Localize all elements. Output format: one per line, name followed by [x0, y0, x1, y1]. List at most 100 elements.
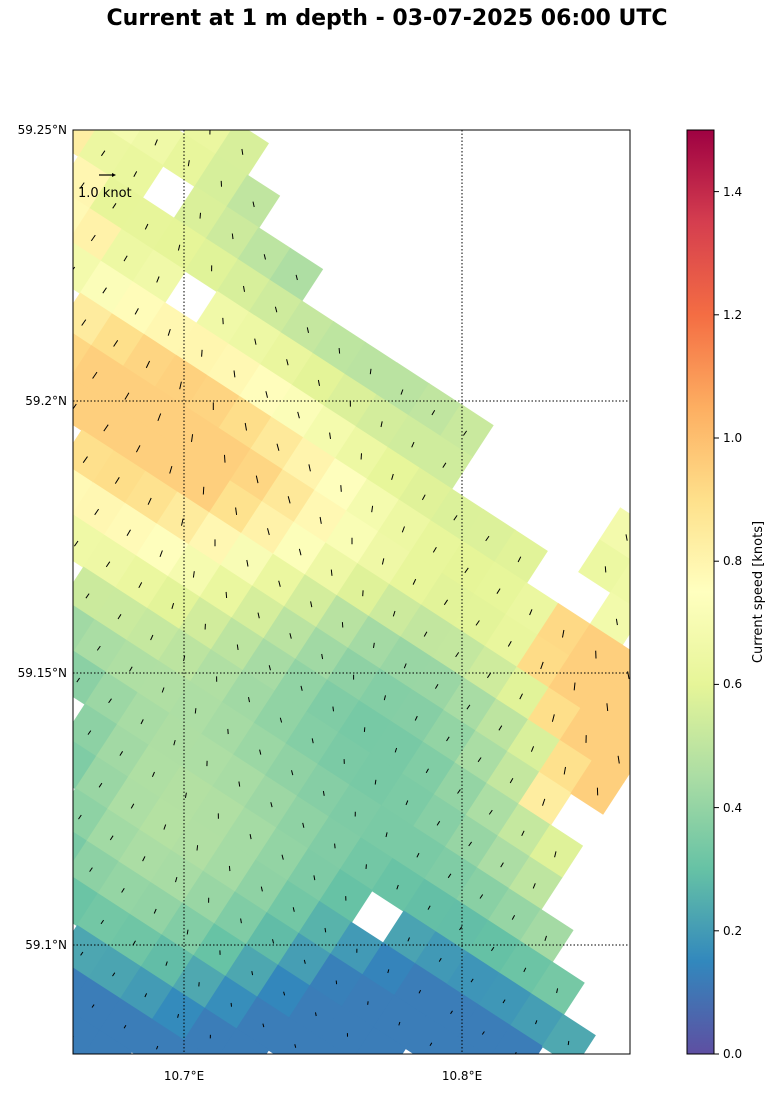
current-arrow	[249, 834, 252, 840]
current-arrow	[297, 411, 300, 419]
current-arrow	[502, 999, 506, 1004]
current-arrow	[63, 488, 67, 494]
current-arrow	[135, 445, 141, 453]
current-arrow	[186, 929, 189, 935]
current-arrow	[627, 671, 630, 680]
current-arrow	[156, 1045, 159, 1050]
current-arrow	[144, 993, 148, 998]
current-arrow	[523, 967, 527, 973]
current-arrow	[268, 665, 271, 671]
current-arrow	[251, 971, 254, 976]
current-arrow	[279, 717, 283, 723]
current-arrow	[66, 625, 69, 629]
current-arrow	[392, 610, 396, 617]
current-arrow	[283, 991, 286, 996]
map-title: Current at 1 m depth - 03-07-2025 06:00 …	[106, 6, 668, 31]
current-arrow	[291, 770, 294, 776]
current-arrow	[421, 494, 426, 501]
current-arrow	[289, 633, 292, 639]
current-arrow	[191, 434, 194, 442]
speed-cell	[73, 429, 115, 484]
current-arrow	[438, 957, 442, 962]
current-arrow	[177, 1013, 179, 1018]
current-arrow	[403, 663, 407, 669]
current-arrow	[431, 409, 436, 416]
current-arrow	[134, 308, 139, 315]
current-arrow	[265, 391, 268, 398]
speed-cell	[73, 831, 88, 864]
current-arrow	[488, 809, 493, 815]
current-arrow	[292, 907, 295, 912]
current-arrow	[89, 867, 93, 872]
current-arrow	[121, 888, 125, 893]
current-arrow	[317, 379, 320, 386]
current-arrow	[450, 1010, 453, 1015]
current-arrow	[529, 609, 533, 616]
current-arrow	[60, 214, 64, 220]
current-arrow	[329, 432, 331, 439]
current-arrow	[73, 540, 79, 547]
current-arrow	[427, 905, 431, 910]
current-arrow	[80, 951, 84, 956]
speed-cell	[73, 514, 106, 569]
lon-tick-label: 10.8°E	[442, 1069, 482, 1083]
current-arrow	[278, 580, 281, 587]
current-arrow	[443, 599, 449, 606]
current-arrow	[224, 454, 226, 463]
current-arrow	[540, 661, 544, 670]
current-arrow	[145, 360, 151, 369]
current-arrow	[521, 830, 525, 837]
current-arrow	[138, 582, 143, 589]
current-arrow	[617, 755, 620, 764]
colorbar-tick-label: 0.0	[723, 1047, 742, 1061]
current-arrow	[532, 883, 536, 889]
speed-cell	[73, 1012, 101, 1054]
current-arrow	[202, 486, 205, 495]
current-arrow	[462, 1063, 464, 1066]
current-arrow	[260, 886, 263, 892]
current-arrow	[231, 233, 234, 240]
speed-cell	[130, 130, 185, 167]
current-arrow	[150, 634, 154, 641]
current-arrow	[113, 340, 119, 347]
speed-cell	[182, 130, 233, 156]
current-arrow	[254, 338, 257, 345]
current-arrow	[272, 939, 275, 944]
current-arrow	[130, 803, 135, 809]
current-arrow	[109, 835, 114, 841]
current-arrow	[412, 578, 417, 585]
current-arrow	[459, 926, 463, 931]
current-arrow	[374, 779, 377, 785]
current-vectors	[60, 130, 630, 1066]
current-arrow	[338, 348, 341, 354]
colorbar-ticks: 0.0 0.2 0.4 0.6 0.8 1.0 1.2 1.4	[714, 185, 742, 1061]
current-arrow	[100, 150, 106, 157]
speed-cell	[267, 1017, 322, 1054]
current-arrow	[340, 485, 342, 492]
current-arrow	[90, 234, 96, 242]
speed-cell	[73, 924, 110, 980]
current-arrow	[147, 497, 152, 505]
current-arrow	[156, 276, 160, 283]
quiver-key-label: 1.0 knot	[78, 186, 132, 201]
current-arrow	[313, 875, 316, 881]
current-arrow	[517, 556, 522, 563]
current-arrow	[530, 746, 535, 752]
current-arrow	[423, 631, 428, 637]
current-arrow	[85, 593, 90, 599]
current-arrow	[407, 937, 410, 942]
current-arrow	[300, 685, 303, 691]
current-arrow	[91, 1004, 95, 1008]
current-arrow	[400, 389, 404, 395]
current-arrow	[103, 424, 109, 432]
current-arrow	[142, 856, 146, 862]
current-arrow	[140, 719, 144, 725]
speed-cell	[73, 566, 117, 621]
speed-cell	[130, 1018, 185, 1054]
current-arrow	[615, 618, 618, 626]
current-arrow	[184, 792, 187, 798]
current-arrow	[562, 629, 565, 638]
current-arrow	[244, 422, 247, 431]
current-arrow	[240, 918, 242, 924]
current-arrow	[119, 751, 124, 756]
